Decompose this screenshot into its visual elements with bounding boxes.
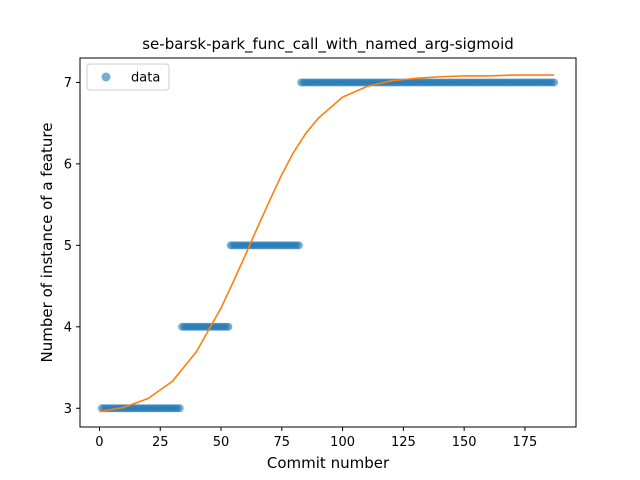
data-points [97,78,559,413]
legend-label-data: data [131,71,160,86]
ticks-layer: 0 25 50 75 100 125 150 175 3 4 5 6 7 [64,76,538,450]
y-tick-label: 5 [64,239,72,254]
y-axis-label: Number of instance of a feature [38,123,56,363]
data-point [294,241,303,250]
x-tick-label: 100 [330,435,355,450]
x-tick-label: 150 [452,435,477,450]
legend: data [86,63,170,91]
data-point [224,322,233,331]
sigmoid-fit-line [99,74,555,413]
marks-layer [97,74,559,413]
x-tick-label: 25 [152,435,169,450]
x-tick-label: 125 [391,435,416,450]
data-point [175,404,184,413]
y-tick-label: 7 [64,76,72,91]
legend-marker-data [101,72,111,82]
y-tick-label: 6 [64,157,72,172]
y-tick-label: 4 [64,320,72,335]
data-point [550,78,559,87]
x-tick-label: 0 [95,435,103,450]
x-tick-label: 75 [274,435,291,450]
y-tick-label: 3 [64,402,72,417]
x-tick-label: 50 [213,435,230,450]
x-axis-label: Commit number [267,454,390,472]
x-tick-label: 175 [513,435,538,450]
plot-frame [79,57,577,428]
legend-box [86,63,170,91]
chart-title: se-barsk-park_func_call_with_named_arg-s… [142,35,514,54]
